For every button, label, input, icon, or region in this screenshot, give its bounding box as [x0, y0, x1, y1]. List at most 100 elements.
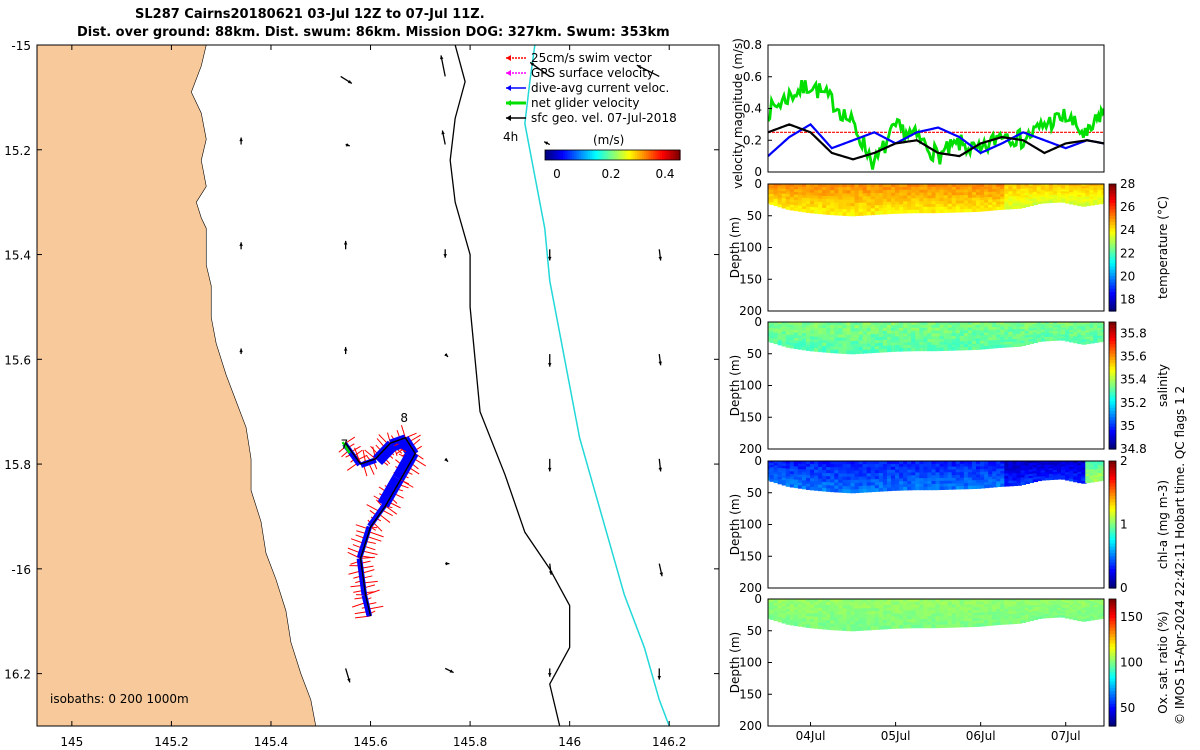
- section-cell: [810, 472, 816, 477]
- section-cell: [781, 336, 788, 340]
- section-cell: [830, 473, 836, 477]
- section-cell: [878, 201, 885, 206]
- section-cell: [1101, 184, 1104, 187]
- section-cell: [963, 472, 970, 476]
- section-cell: [895, 466, 901, 471]
- section-cell: [911, 327, 917, 332]
- section-cell: [963, 601, 970, 606]
- section-cell: [1069, 608, 1075, 612]
- colorbar-segment: [675, 150, 679, 160]
- section-cell: [955, 195, 962, 199]
- section-cell: [793, 617, 800, 621]
- section-cell: [911, 604, 917, 609]
- section-cell: [951, 184, 958, 188]
- section-cell: [1065, 329, 1071, 333]
- section-cell: [1028, 196, 1035, 200]
- section-cell: [1032, 473, 1039, 476]
- section-cell: [862, 196, 869, 201]
- section-cell: [1040, 472, 1047, 475]
- section-cell: [874, 325, 881, 329]
- section-colorbar-segment: [1109, 489, 1116, 494]
- section-cell: [1028, 601, 1035, 604]
- section-cell: [1069, 599, 1075, 602]
- section-cell: [943, 477, 950, 482]
- section-cell: [890, 466, 897, 471]
- section-cell: [1073, 332, 1079, 336]
- section-cell: [890, 625, 897, 629]
- section-cell: [1016, 470, 1022, 474]
- map-x-tick-label: 146.2: [652, 735, 686, 749]
- colorbar-segment: [596, 150, 600, 160]
- section-cell: [1000, 599, 1006, 603]
- section-cell: [915, 206, 921, 211]
- section-cell: [931, 184, 937, 188]
- section-colorbar-segment: [1109, 187, 1116, 191]
- section-cell: [1044, 472, 1051, 475]
- section-y-label: Depth (m): [728, 494, 742, 555]
- section-cell: [1004, 463, 1010, 467]
- section-cell: [1077, 614, 1083, 617]
- section-cell: [842, 470, 848, 475]
- section-cell: [1085, 614, 1091, 617]
- section-cell: [789, 463, 796, 467]
- section-cell: [1093, 202, 1099, 205]
- section-cell: [814, 184, 820, 188]
- section-cell: [882, 189, 889, 194]
- section-cell: [927, 198, 933, 202]
- section-cell: [866, 461, 873, 465]
- section-cell: [814, 466, 820, 471]
- section-cell: [878, 601, 885, 606]
- section-cell: [834, 190, 840, 194]
- section-cell: [797, 609, 804, 614]
- section-cell: [777, 461, 784, 464]
- section-cell: [818, 604, 824, 609]
- section-cell: [882, 330, 889, 335]
- section-cell: [810, 201, 816, 205]
- section-cell: [1069, 476, 1075, 480]
- section-cell: [919, 336, 925, 340]
- section-cell: [1089, 475, 1095, 479]
- section-cell: [810, 613, 816, 617]
- section-cell: [895, 339, 901, 343]
- map-y-tick-label: -15: [11, 39, 31, 53]
- section-cell: [785, 466, 792, 470]
- section-cell: [919, 613, 925, 617]
- colorbar-segment: [668, 150, 672, 160]
- section-cell: [1101, 193, 1104, 197]
- sfc-velocity-arrowhead: [445, 561, 450, 566]
- section-cell: [1056, 600, 1063, 604]
- section-cell: [927, 204, 933, 208]
- section-colorbar-segment: [1109, 476, 1116, 481]
- section-cell: [789, 199, 796, 203]
- section-cell: [943, 198, 950, 202]
- section-cell: [1093, 461, 1099, 464]
- section-cell: [935, 327, 941, 332]
- section-cell: [801, 623, 808, 628]
- section-cell: [1028, 334, 1035, 338]
- section-cell: [814, 327, 820, 332]
- section-cell: [814, 201, 820, 206]
- section-cell: [805, 195, 812, 199]
- section-cell: [939, 466, 945, 471]
- section-cell: [842, 199, 848, 204]
- section-cell: [963, 206, 970, 210]
- section-cell: [1056, 327, 1063, 330]
- section-cell: [1004, 475, 1010, 480]
- section-cell: [769, 322, 775, 325]
- section-cell: [1077, 476, 1083, 479]
- section-cell: [858, 334, 865, 339]
- section-cell: [826, 334, 832, 338]
- section-colorbar-segment: [1109, 614, 1116, 619]
- section-cell: [1036, 331, 1043, 335]
- section-cell: [818, 472, 824, 477]
- section-cell: [805, 347, 812, 351]
- section-cell: [1004, 601, 1010, 605]
- section-cell: [826, 337, 832, 341]
- section-cell: [899, 466, 905, 471]
- section-cell: [797, 192, 804, 196]
- sfc-velocity-arrowhead: [658, 256, 662, 261]
- section-cell: [890, 463, 897, 468]
- section-cell: [768, 470, 771, 474]
- section-cell: [976, 186, 982, 191]
- section-cell: [919, 601, 925, 606]
